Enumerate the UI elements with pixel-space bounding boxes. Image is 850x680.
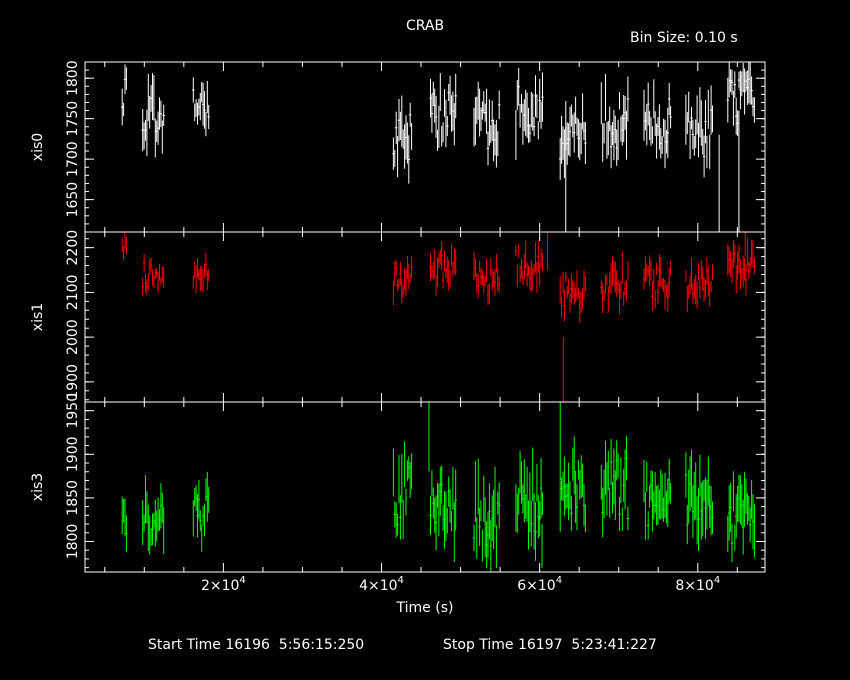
xis0-segment-6: [473, 81, 501, 168]
x-tick-label: 6×104: [517, 575, 562, 594]
xis1-y-tick-label: 2100: [65, 275, 81, 311]
xis0-y-tick-label: 1750: [65, 101, 81, 137]
x-tick-mantissa: 8×10: [675, 578, 713, 594]
xis1-segment-6: [473, 251, 501, 306]
panel-xis1-data: [121, 232, 756, 402]
xis1-segment-9: [600, 251, 629, 315]
xis3-segment-3: [192, 471, 210, 552]
xis0-segment-12: [726, 62, 755, 137]
xis1-segment-11: [685, 257, 713, 312]
xis1-y-tick-label: 2200: [65, 230, 81, 266]
xis3-segment-11: [684, 449, 714, 551]
xis1-segment-2: [141, 254, 165, 296]
xis3-segment-2: [142, 475, 165, 555]
xis1-y-tick-label: 1900: [65, 364, 81, 400]
start-time-label: Start Time 16196 5:56:15:250: [148, 637, 365, 653]
data-layer: [121, 62, 756, 572]
panel-xis1-frame: [84, 231, 766, 403]
xis1-segment-5: [429, 241, 457, 297]
y-axis-label-xis3: xis3: [30, 473, 46, 501]
x-tick-label: 8×104: [675, 575, 720, 594]
xis3-segment-8: [559, 436, 586, 532]
xis1-segment-10: [642, 254, 672, 312]
xis3-segment-1: [121, 496, 128, 552]
x-tick-mantissa: 4×10: [359, 578, 397, 594]
xis3-y-tick-label: 1800: [65, 524, 81, 560]
xis1-y-tick-label: 2000: [65, 319, 81, 355]
stop-time-label: Stop Time 16197 5:23:41:227: [443, 637, 657, 653]
x-tick-mantissa: 6×10: [517, 578, 555, 594]
xis3-y-tick-label: 1900: [65, 436, 81, 472]
frame-layer: 1650 1700 1750 1800 xis0 1900 2000 2100 2200 xis1…: [30, 60, 766, 594]
xis1-segment-1: [121, 232, 127, 260]
x-tick-mantissa: 2×10: [201, 578, 239, 594]
xis3-y-tick-label: 1850: [65, 480, 81, 516]
x-tick-exponent: 4: [556, 575, 562, 586]
xis0-y-tick-label: 1800: [65, 60, 81, 96]
xis3-segment-4: [392, 441, 413, 540]
chart-title: CRAB: [405, 18, 445, 34]
panel-xis3-data: [121, 402, 755, 572]
xis3-y-tick-label: 1950: [65, 393, 81, 429]
x-axis-label: Time (s): [396, 600, 454, 616]
xis3-segment-10: [643, 458, 672, 540]
x-tick-exponent: 4: [398, 575, 404, 586]
xis3-segment-6: [472, 458, 501, 572]
bin-size-label: Bin Size: 0.10 s: [630, 30, 738, 46]
panel-xis0-data: [121, 62, 755, 232]
xis0-segment-11: [685, 85, 713, 178]
panel-xis3-frame: [84, 401, 766, 573]
x-tick-exponent: 4: [714, 575, 720, 586]
xis1-segment-8: [559, 270, 586, 323]
y-axis-label-xis0: xis0: [30, 133, 46, 161]
xis3-segment-9: [600, 436, 630, 538]
xis0-segment-4: [392, 95, 413, 184]
x-tick-exponent: 4: [239, 575, 245, 586]
xis0-segment-5: [429, 73, 457, 151]
panel-xis0-frame: [84, 61, 766, 233]
xis0-segment-3: [192, 77, 210, 137]
xis0-segment-1: [121, 64, 127, 126]
xis0-y-tick-label: 1650: [65, 182, 81, 218]
x-tick-label: 2×104: [201, 575, 246, 594]
xis1-segment-4: [392, 255, 413, 305]
xis0-segment-8: [559, 93, 587, 180]
xis1-segment-3: [192, 252, 210, 294]
xis1-segment-7: [514, 240, 543, 293]
y-axis-label-xis1: xis1: [30, 303, 46, 331]
xis0-segment-10: [643, 79, 672, 169]
xis3-segment-12: [727, 471, 755, 563]
xis0-segment-7: [515, 68, 544, 160]
xis1-segment-12: [727, 237, 756, 296]
xis0-y-tick-label: 1700: [65, 141, 81, 177]
xis3-segment-5: [429, 465, 457, 562]
x-tick-label: 4×104: [359, 575, 404, 594]
xis0-segment-9: [600, 74, 630, 169]
xis0-segment-2: [141, 73, 165, 158]
xis3-segment-7: [515, 447, 543, 561]
